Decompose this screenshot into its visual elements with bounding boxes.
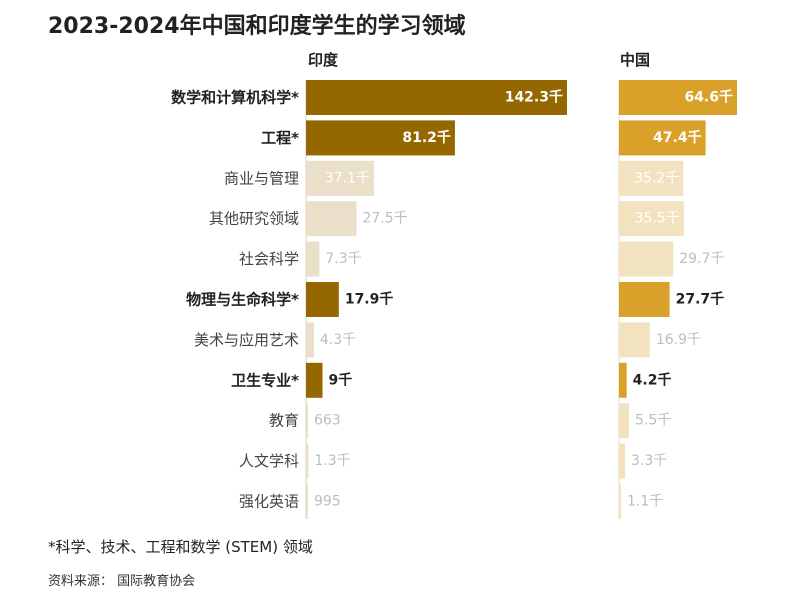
india-bar: [306, 160, 375, 196]
india-value-label: 17.9千: [345, 291, 394, 308]
india-bar: [306, 484, 308, 519]
china-bar: [619, 241, 674, 277]
china-value-label: 35.5千: [635, 211, 680, 227]
china-value-label: 64.6千: [684, 89, 733, 106]
china-value-label: 47.4千: [653, 129, 702, 146]
china-value-label: 3.3千: [631, 453, 667, 469]
china-value-label: 16.9千: [656, 332, 701, 348]
india-value-label: 9千: [329, 371, 353, 388]
china-bar: [619, 322, 650, 358]
india-bar: [306, 443, 309, 479]
china-value-label: 5.5千: [635, 413, 671, 429]
china-bar: [619, 362, 627, 398]
india-value-label: 37.1千: [325, 170, 370, 186]
china-value-label: 29.7千: [679, 251, 724, 267]
category-label: 强化英语: [239, 493, 299, 511]
china-bar: [619, 80, 737, 115]
category-label: 卫生专业*: [231, 371, 299, 389]
category-label: 商业与管理: [224, 169, 299, 187]
china-bar: [619, 403, 630, 439]
india-value-label: 7.3千: [325, 251, 361, 267]
india-bar: [306, 403, 308, 439]
category-label: 社会科学: [239, 250, 299, 268]
source-note: 资料来源： 国际教育协会: [48, 574, 196, 589]
india-bar: [306, 201, 357, 237]
china-value-label: 27.7千: [676, 291, 725, 308]
india-bar: [306, 322, 314, 358]
china-value-label: 35.2千: [634, 170, 679, 186]
india-value-label: 27.5千: [362, 211, 407, 227]
india-value-label: 663: [314, 413, 341, 429]
india-value-label: 1.3千: [314, 453, 350, 469]
category-label: 人文学科: [239, 452, 299, 470]
india-bar: [306, 241, 320, 277]
india-value-label: 142.3千: [505, 89, 563, 106]
category-label: 工程*: [261, 129, 299, 147]
china-bar: [619, 443, 626, 479]
china-bar: [619, 120, 706, 156]
india-bar: [306, 282, 339, 317]
category-label: 教育: [269, 412, 299, 430]
china-bar: [619, 282, 670, 317]
category-label: 其他研究领域: [209, 210, 299, 228]
china-bar: [619, 201, 684, 237]
china-bar: [619, 484, 622, 519]
india-column-header: 印度: [308, 51, 339, 69]
india-value-label: 995: [314, 494, 341, 510]
india-bar: [306, 120, 455, 156]
china-bar: [619, 160, 684, 196]
india-bar: [306, 362, 323, 398]
india-value-label: 4.3千: [320, 332, 356, 348]
china-column-header: 中国: [620, 51, 650, 69]
china-value-label: 4.2千: [633, 371, 672, 388]
category-label: 数学和计算机科学*: [171, 89, 299, 107]
india-value-label: 81.2千: [402, 129, 451, 146]
india-bar: [306, 80, 567, 115]
chart-title: 2023-2024年中国和印度学生的学习领域: [48, 14, 466, 39]
china-value-label: 1.1千: [627, 494, 663, 510]
category-label: 美术与应用艺术: [194, 331, 299, 349]
category-label: 物理与生命科学*: [186, 291, 299, 309]
stem-footnote: *科学、技术、工程和数学 (STEM) 领域: [48, 538, 313, 556]
